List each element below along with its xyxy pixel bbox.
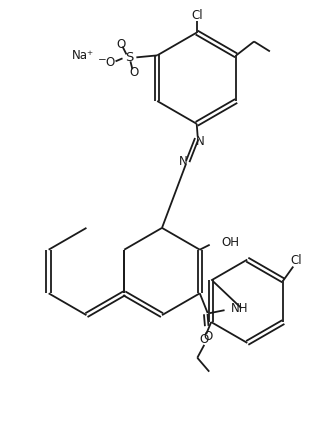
Text: O: O — [203, 330, 212, 344]
Text: NH: NH — [231, 302, 248, 315]
Text: Cl: Cl — [290, 254, 302, 267]
Text: N: N — [196, 135, 205, 148]
Text: Na⁺: Na⁺ — [72, 49, 94, 62]
Text: OH: OH — [222, 236, 240, 249]
Text: O: O — [116, 38, 125, 51]
Text: Cl: Cl — [191, 9, 203, 22]
Text: S: S — [125, 51, 134, 64]
Text: −: − — [98, 55, 107, 65]
Text: O: O — [105, 56, 114, 69]
Text: O: O — [200, 333, 209, 347]
Text: O: O — [130, 66, 139, 79]
Text: N: N — [178, 155, 187, 168]
